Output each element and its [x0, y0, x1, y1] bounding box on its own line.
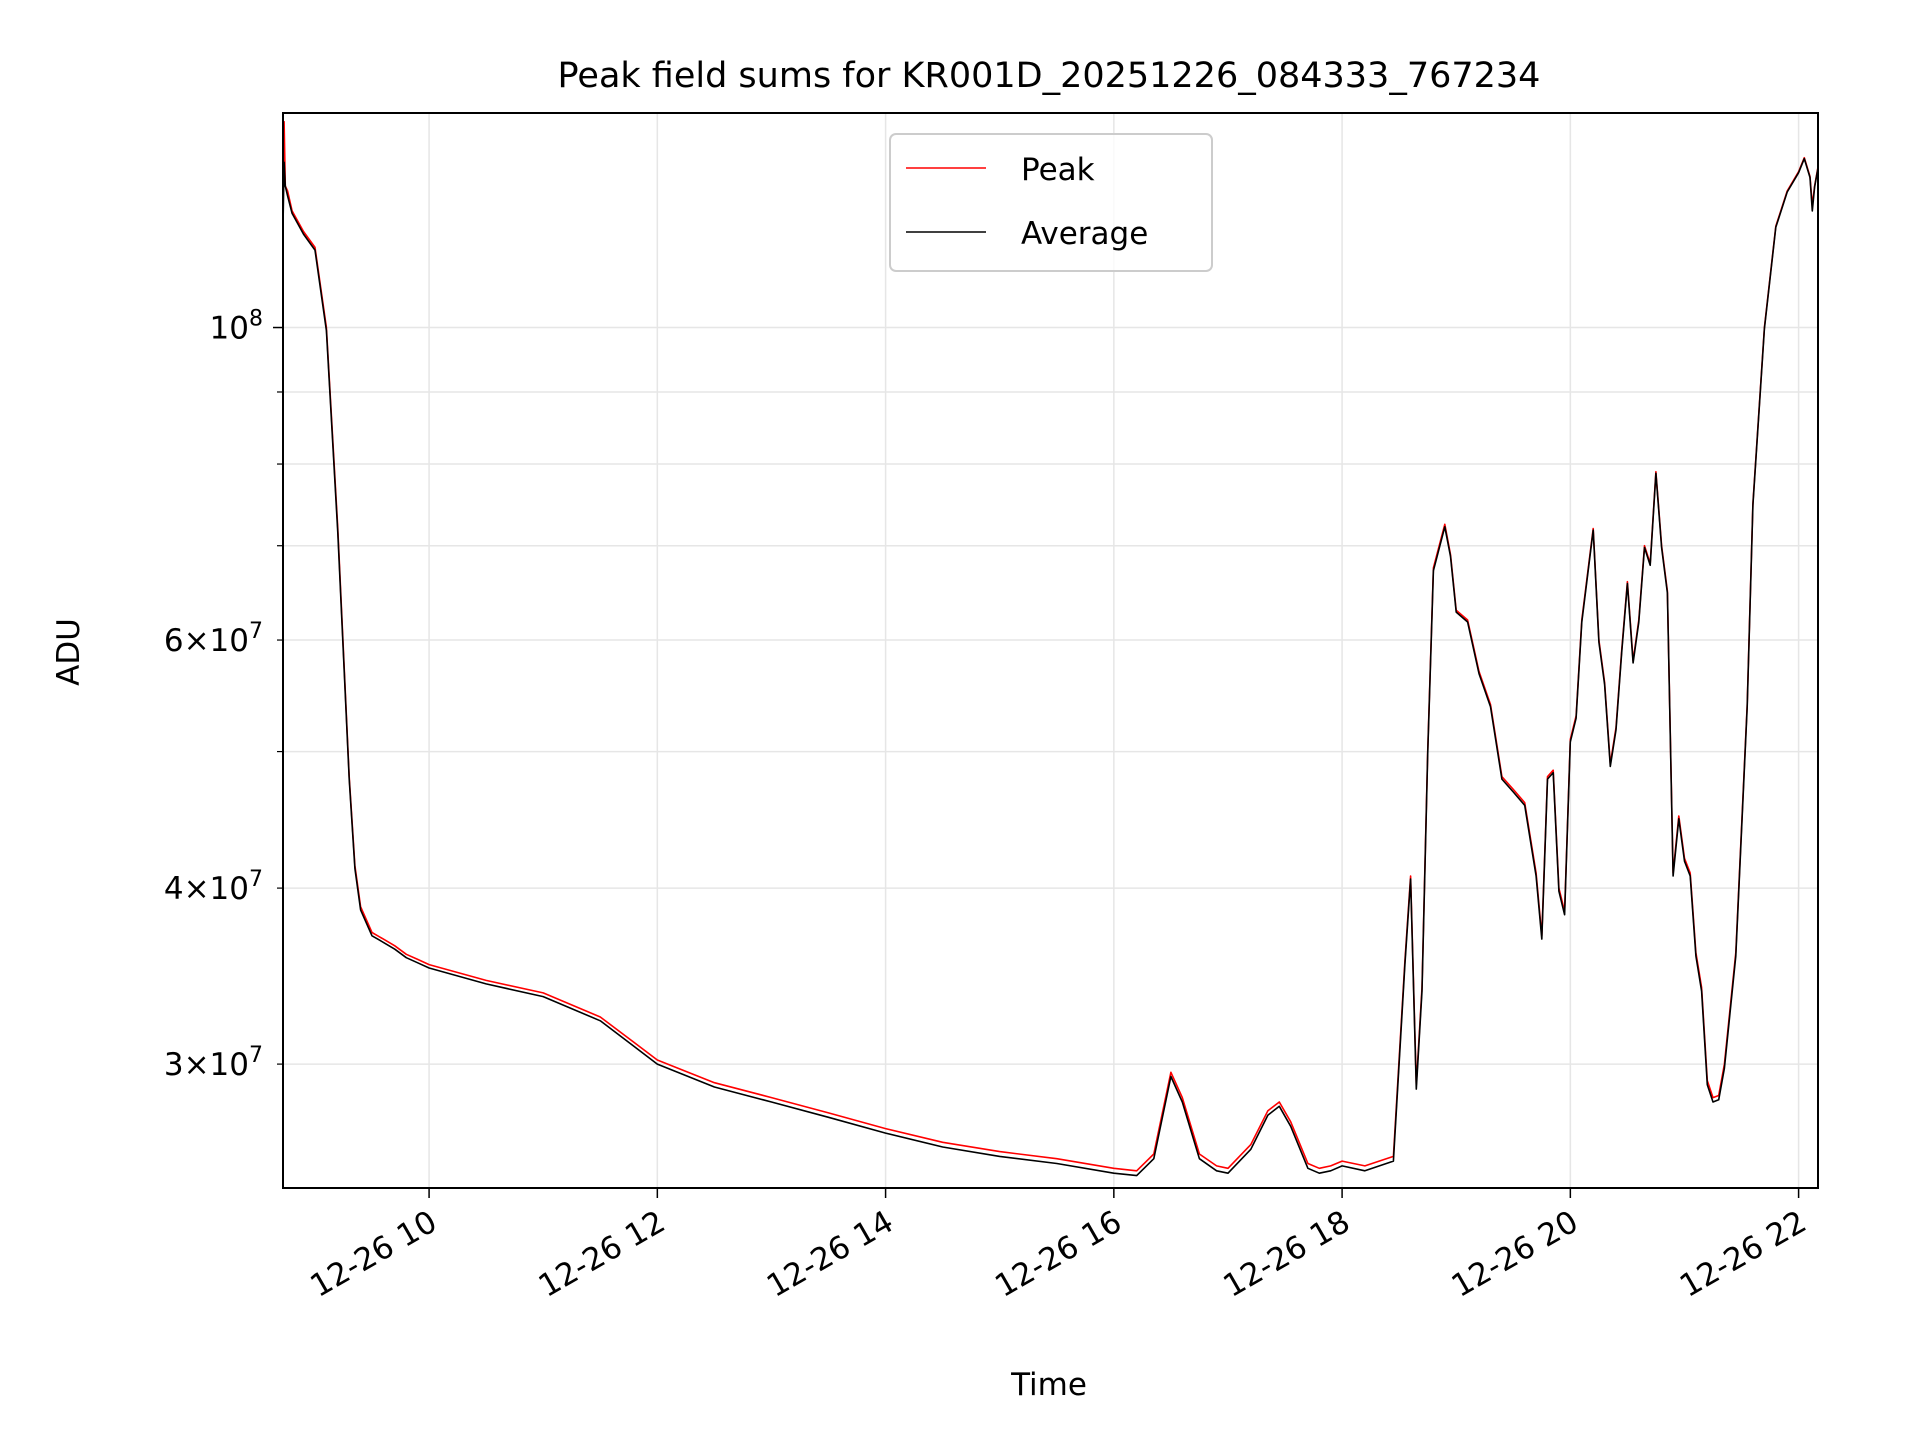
y-tick-label: 3×107: [164, 1043, 263, 1083]
plot-frame: [282, 112, 1819, 1189]
x-axis-label: Time: [1010, 1367, 1087, 1403]
legend-label-average: Average: [1021, 216, 1148, 252]
legend: Peak Average: [889, 133, 1213, 272]
series-lines: [282, 120, 1819, 1177]
chart-title: Peak field sums for KR001D_20251226_0843…: [558, 56, 1541, 96]
y-tick-label: 108: [210, 307, 263, 347]
y-axis-label: ADU: [51, 618, 87, 686]
legend-label-peak: Peak: [1021, 152, 1095, 188]
y-tick-label: 4×107: [164, 867, 263, 907]
y-tick-label: 6×107: [164, 619, 263, 659]
grid-lines: [283, 113, 1818, 1188]
series-line-average: [282, 157, 1819, 1177]
